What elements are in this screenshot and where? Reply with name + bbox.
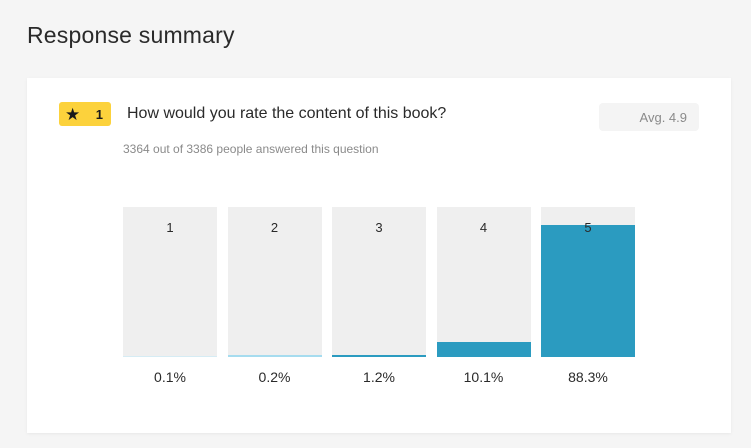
bar-category-label: 4 xyxy=(479,220,488,235)
bar-percent-label: 1.2% xyxy=(363,369,395,385)
question-number-badge: ★ 1 xyxy=(59,102,111,126)
bar-column-4: 4 10.1% xyxy=(436,207,531,387)
bar-track xyxy=(332,207,426,357)
bar-fill xyxy=(123,356,217,357)
bar-percent-label: 0.1% xyxy=(154,369,186,385)
bar-fill xyxy=(227,355,322,357)
rating-distribution-chart: 1 0.1% 2 0.2% 3 1.2% 4 10.1% 5 88.3% xyxy=(123,207,635,387)
bar-category-label: 2 xyxy=(270,220,279,235)
bar-track xyxy=(123,207,217,357)
bar-track xyxy=(227,207,322,357)
question-card: ★ 1 How would you rate the content of th… xyxy=(27,78,731,433)
bar-percent-label: 0.2% xyxy=(258,369,291,385)
bar-fill xyxy=(436,341,531,357)
bar-fill xyxy=(332,355,426,357)
bar-percent-label: 88.3% xyxy=(568,369,608,385)
question-number: 1 xyxy=(95,106,103,122)
bar-column-3: 3 1.2% xyxy=(332,207,426,387)
answered-count: 3364 out of 3386 people answered this qu… xyxy=(123,142,379,156)
bar-column-1: 1 0.1% xyxy=(123,207,217,387)
bar-column-2: 2 0.2% xyxy=(227,207,322,387)
bar-percent-label: 10.1% xyxy=(463,369,504,385)
star-icon: ★ xyxy=(65,104,81,124)
page-title: Response summary xyxy=(27,22,235,48)
bar-category-label: 3 xyxy=(375,220,383,235)
question-text: How would you rate the content of this b… xyxy=(127,105,447,122)
average-rating-badge: Avg. 4.9 xyxy=(599,103,699,131)
bar-track xyxy=(541,207,635,357)
bar-track xyxy=(436,207,531,357)
bar-column-5: 5 88.3% xyxy=(541,207,635,387)
bar-category-label: 5 xyxy=(584,220,592,235)
bar-fill xyxy=(541,224,635,357)
bar-category-label: 1 xyxy=(166,220,174,235)
